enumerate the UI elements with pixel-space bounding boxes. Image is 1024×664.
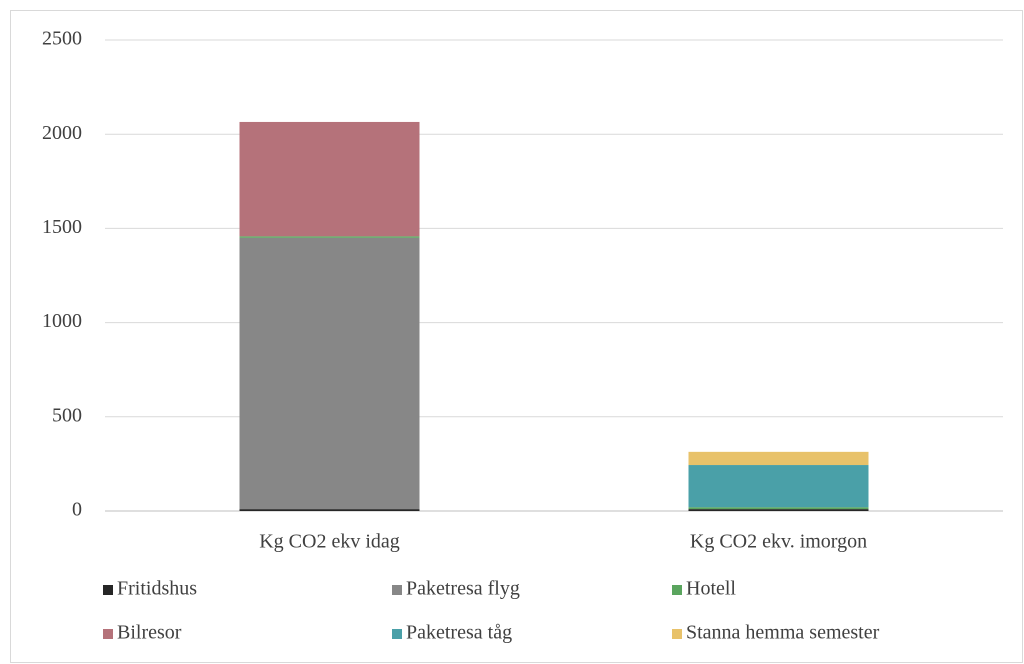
y-tick-label: 1500: [42, 216, 82, 238]
legend-label: Bilresor: [117, 622, 182, 644]
bar-segment: [688, 509, 869, 511]
legend-label: Hotell: [686, 578, 736, 600]
bar-segment: [239, 237, 420, 510]
bar-segment: [688, 451, 869, 466]
y-tick-label: 0: [72, 499, 82, 521]
y-tick-label: 2000: [42, 122, 82, 144]
bar-segment: [239, 121, 420, 237]
legend-label: Stanna hemma semester: [686, 622, 880, 644]
legend-label: Paketresa flyg: [406, 578, 520, 600]
legend-swatch: [103, 585, 113, 595]
y-tick-label: 500: [52, 404, 82, 426]
x-tick-label: Kg CO2 ekv. imorgon: [690, 531, 867, 553]
bar-segment: [688, 507, 869, 510]
y-tick-label: 1000: [42, 310, 82, 332]
y-tick-label: 2500: [42, 28, 82, 50]
bar-segment: [239, 509, 420, 511]
bar-segment: [688, 465, 869, 508]
bar-segment: [239, 236, 420, 238]
x-tick-label: Kg CO2 ekv idag: [259, 531, 400, 553]
legend-label: Fritidshus: [117, 578, 197, 600]
legend-swatch: [392, 629, 402, 639]
legend-label: Paketresa tåg: [406, 622, 512, 644]
legend-swatch: [392, 585, 402, 595]
legend-swatch: [103, 629, 113, 639]
legend-swatch: [672, 585, 682, 595]
legend-swatch: [672, 629, 682, 639]
chart-frame: [10, 10, 1023, 663]
